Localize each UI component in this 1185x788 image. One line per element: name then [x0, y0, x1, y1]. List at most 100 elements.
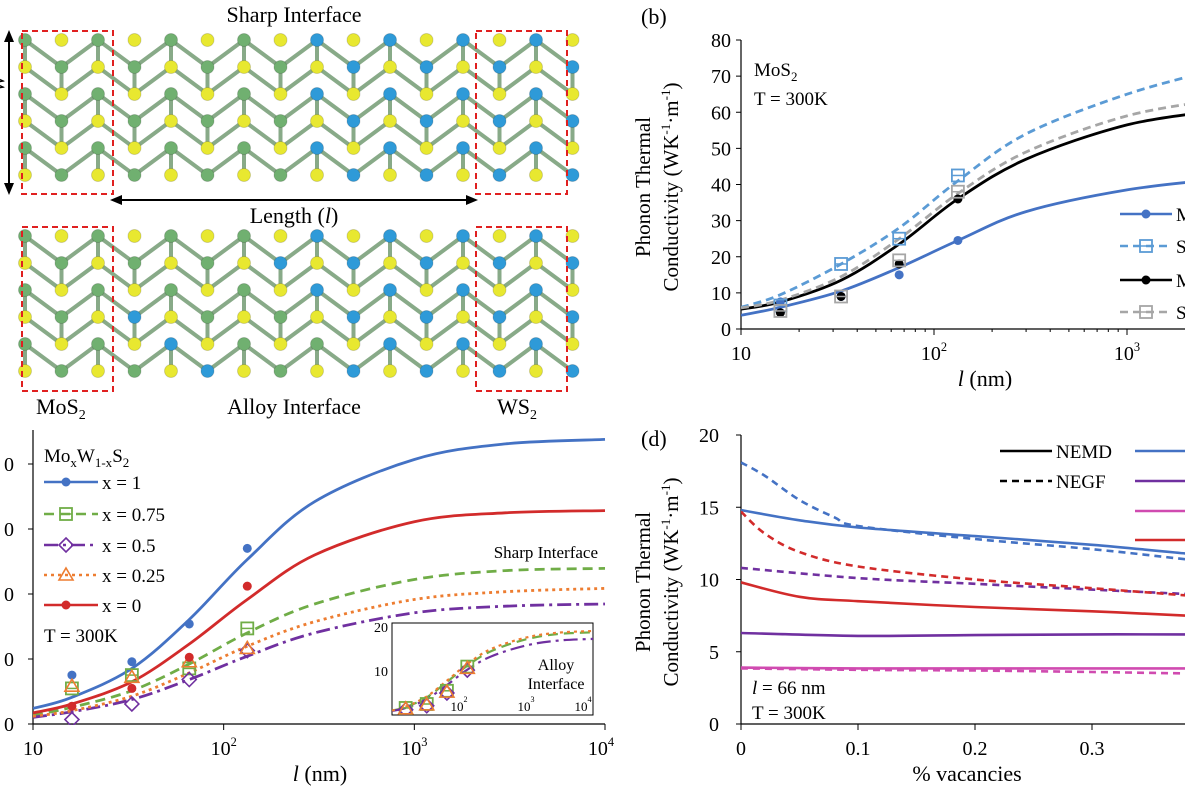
b-legend-label-3: S [1176, 303, 1185, 324]
inset-point-1 [418, 697, 435, 714]
b-ytick-label: 30 [711, 211, 731, 233]
bond [352, 288, 392, 319]
atom [383, 60, 397, 74]
atom [91, 114, 105, 128]
atom [54, 33, 69, 47]
bond [206, 234, 246, 265]
bond [242, 65, 282, 96]
atom [200, 256, 215, 270]
bond [388, 315, 428, 346]
bond [498, 234, 538, 265]
bond [23, 92, 63, 123]
bond [133, 65, 173, 96]
atom [18, 141, 32, 155]
bond [388, 92, 428, 123]
c-xtick-label: 103 [401, 735, 427, 760]
atom [54, 337, 69, 351]
atom [127, 33, 142, 47]
bond [169, 261, 209, 292]
bond [279, 92, 319, 123]
b-ytick-label: 60 [711, 102, 731, 124]
bond [352, 261, 392, 292]
bond [242, 146, 282, 177]
bond [242, 261, 282, 292]
b-ytick-label: 70 [711, 66, 731, 88]
d-legend-label-negf: NEGF [1056, 472, 1106, 493]
b-xtick-label: 102 [921, 340, 947, 365]
bond [388, 146, 428, 177]
c-legend-marker-4 [61, 600, 71, 610]
bond [169, 234, 209, 265]
bond [388, 38, 428, 69]
atom [419, 310, 434, 324]
bond [498, 315, 538, 346]
inset-xtick-label: 102 [450, 695, 467, 714]
bond [279, 261, 319, 292]
c-point-0 [184, 619, 194, 629]
atom [529, 256, 543, 270]
atom [419, 33, 434, 47]
panel-a-structure: Sharp Interface W Length (l) MoS2 Alloy … [0, 2, 580, 423]
bond [133, 234, 173, 265]
atom [383, 337, 397, 351]
bond [206, 288, 246, 319]
bond [60, 38, 100, 69]
c-point-0 [127, 657, 137, 667]
atom [346, 337, 361, 351]
bond [60, 146, 100, 177]
panel-d-plot-area [741, 461, 1185, 675]
atom [310, 364, 324, 378]
bond [23, 315, 63, 346]
bond [315, 234, 355, 265]
atom [237, 33, 251, 47]
panel-d-xlabel: % vacancies [912, 761, 1021, 786]
bond [23, 65, 63, 96]
atom [91, 310, 105, 324]
bond [169, 342, 209, 373]
c-point-3 [238, 639, 256, 655]
atom [200, 87, 215, 101]
bond [96, 92, 136, 123]
atom [492, 114, 507, 128]
panel-c-sharp-label: Sharp Interface [494, 543, 598, 562]
inset-series-line-2 [392, 629, 593, 712]
bond [242, 38, 282, 69]
atom [383, 229, 397, 243]
bond [242, 92, 282, 123]
bond [60, 92, 100, 123]
atom [565, 337, 580, 351]
c-series-line-2 [33, 602, 606, 719]
atom [419, 283, 434, 297]
atom [383, 114, 397, 128]
atom [91, 141, 105, 155]
atom [18, 229, 32, 243]
c-series-line-4 [33, 509, 606, 715]
panel-d-temp: T = 300K [752, 703, 826, 724]
atom [529, 33, 543, 47]
atom [383, 168, 397, 182]
atom [529, 60, 543, 74]
inset-point-2 [397, 700, 415, 715]
atom [346, 168, 361, 182]
bond [242, 315, 282, 346]
bond [352, 342, 392, 373]
bond [315, 315, 355, 346]
panel-b-material: MoS2 [754, 60, 797, 84]
atom [310, 168, 324, 182]
atom [91, 364, 105, 378]
bond [279, 315, 319, 346]
bond [133, 288, 173, 319]
bond [23, 38, 63, 69]
atom [54, 256, 69, 270]
atom [91, 87, 105, 101]
atom [54, 141, 69, 155]
atom [200, 168, 215, 182]
panel-d-ylabel-line2: Conductivity (WK-1·m-1) [658, 478, 683, 687]
bond [388, 288, 428, 319]
atom [456, 87, 470, 101]
atom [529, 310, 543, 324]
d-ytick-label: 15 [699, 497, 719, 519]
inset-label-1: Alloy [538, 657, 574, 674]
panel-b-label: (b) [641, 4, 667, 29]
atom [346, 87, 361, 101]
